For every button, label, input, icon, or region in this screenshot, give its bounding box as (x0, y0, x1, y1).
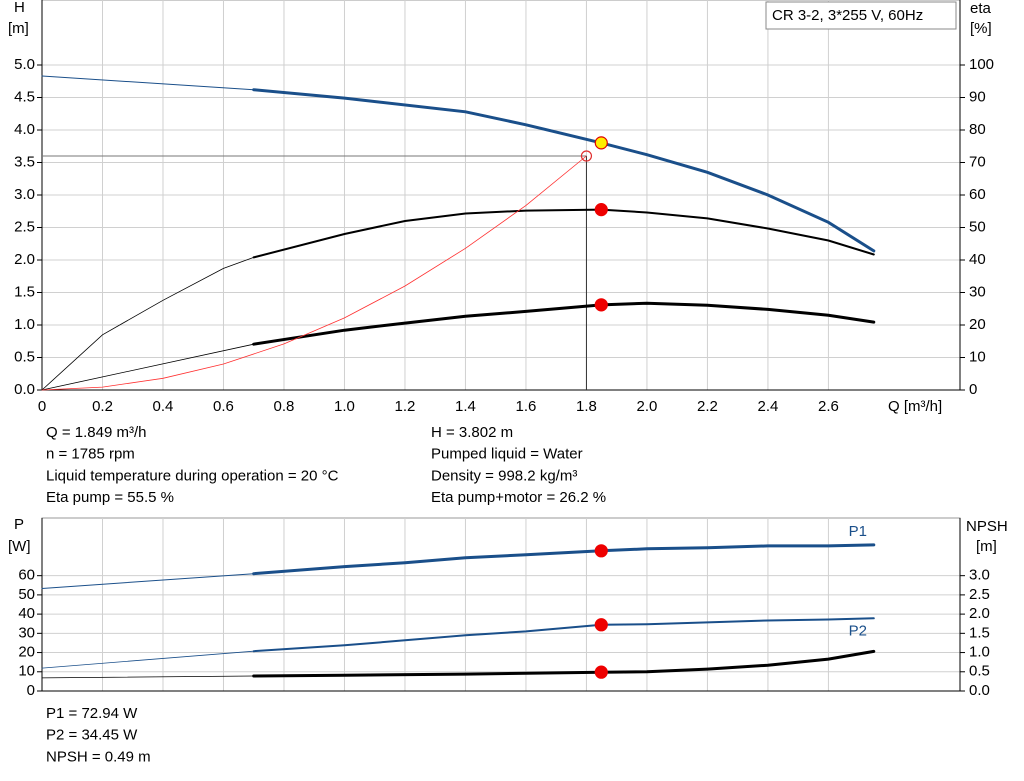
curve (41, 573, 255, 589)
info-text: Eta pump = 55.5 % (46, 489, 174, 506)
x-tick-label: 1.0 (334, 398, 355, 415)
x-tick-label: 1.6 (516, 398, 537, 415)
y2-tick-label: 90 (969, 88, 986, 105)
chart-title: CR 3-2, 3*255 V, 60Hz (772, 7, 923, 24)
y2-tick-label: 0.5 (969, 663, 990, 680)
y-tick-label: 1.0 (14, 316, 35, 333)
info-text: Q = 1.849 m³/h (46, 424, 146, 441)
operating-point (594, 618, 608, 632)
info-text: P1 = 72.94 W (46, 705, 138, 722)
y2-tick-label: 100 (969, 56, 994, 73)
curve (41, 650, 255, 669)
y-axis-unit: [W] (8, 538, 31, 555)
x-tick-label: 1.8 (576, 398, 597, 415)
curve (41, 75, 255, 91)
info-text: Density = 998.2 kg/m³ (431, 467, 577, 484)
x-tick-label: 2.6 (818, 398, 839, 415)
y-axis-unit: [m] (8, 20, 29, 37)
y2-tick-label: 70 (969, 153, 986, 170)
y-tick-label: 60 (18, 567, 35, 584)
curve (252, 649, 876, 678)
y-tick-label: 4.5 (14, 88, 35, 105)
x-tick-label: 0.6 (213, 398, 234, 415)
y2-tick-label: 80 (969, 121, 986, 138)
y-tick-label: 2.0 (14, 251, 35, 268)
curve (41, 257, 255, 391)
y-tick-label: 50 (18, 586, 35, 603)
operating-point (594, 544, 608, 558)
x-tick-label: 2.0 (637, 398, 658, 415)
operating-point (594, 298, 608, 312)
y-tick-label: 1.5 (14, 283, 35, 300)
plot-area (41, 517, 961, 692)
info-text: Liquid temperature during operation = 20… (46, 467, 339, 484)
x-tick-label: 0.8 (274, 398, 295, 415)
y2-tick-label: 2.5 (969, 586, 990, 603)
curve (252, 88, 876, 253)
y2-tick-label: 2.0 (969, 605, 990, 622)
y-tick-label: 0.5 (14, 348, 35, 365)
x-tick-label: 0.2 (92, 398, 113, 415)
operating-point (594, 203, 608, 217)
y2-axis-unit: [%] (970, 20, 992, 37)
y-tick-label: 3.5 (14, 153, 35, 170)
y-tick-label: 3.0 (14, 186, 35, 203)
x-tick-label: 1.4 (455, 398, 476, 415)
y2-tick-label: 3.0 (969, 567, 990, 584)
y2-tick-label: 1.0 (969, 644, 990, 661)
y-tick-label: 2.5 (14, 218, 35, 235)
y-tick-label: 4.0 (14, 121, 35, 138)
series-label: P2 (849, 622, 867, 639)
x-tick-label: 2.4 (758, 398, 779, 415)
y2-tick-label: 20 (969, 316, 986, 333)
info-text: H = 3.802 m (431, 424, 513, 441)
info-text: Eta pump+motor = 26.2 % (431, 489, 606, 506)
y2-axis-label: NPSH (966, 518, 1008, 535)
y2-tick-label: 1.5 (969, 624, 990, 641)
x-tick-label: 0.4 (153, 398, 174, 415)
y2-tick-label: 0.0 (969, 682, 990, 699)
info-text: P2 = 34.45 W (46, 727, 138, 744)
curve (41, 155, 587, 391)
operating-point (594, 136, 608, 150)
y-tick-label: 10 (18, 663, 35, 680)
operating-point (580, 150, 593, 162)
y-tick-label: 30 (18, 624, 35, 641)
y-tick-label: 40 (18, 605, 35, 622)
x-tick-label: 2.2 (697, 398, 718, 415)
y-axis-label: P (14, 516, 24, 533)
y2-tick-label: 0 (969, 381, 977, 398)
y2-tick-label: 60 (969, 186, 986, 203)
series-label: P1 (849, 523, 867, 540)
y-tick-label: 0 (27, 682, 35, 699)
y2-tick-label: 40 (969, 251, 986, 268)
y-axis-label: H (14, 0, 25, 16)
title-box (765, 1, 957, 30)
curve (41, 675, 255, 679)
x-tick-label: 0 (38, 398, 46, 415)
y-tick-label: 20 (18, 644, 35, 661)
y2-tick-label: 50 (969, 218, 986, 235)
info-text: Pumped liquid = Water (431, 446, 583, 463)
operating-point (594, 665, 608, 679)
y-tick-label: 0.0 (14, 381, 35, 398)
info-text: n = 1785 rpm (46, 446, 135, 463)
y2-axis-label: eta (970, 0, 992, 17)
x-axis-label: Q [m³/h] (888, 398, 942, 415)
curve (41, 343, 255, 391)
y-tick-label: 5.0 (14, 56, 35, 73)
y2-tick-label: 30 (969, 283, 986, 300)
info-text: NPSH = 0.49 m (46, 748, 151, 765)
y2-axis-unit: [m] (976, 538, 997, 555)
y2-tick-label: 10 (969, 348, 986, 365)
x-tick-label: 1.2 (395, 398, 416, 415)
